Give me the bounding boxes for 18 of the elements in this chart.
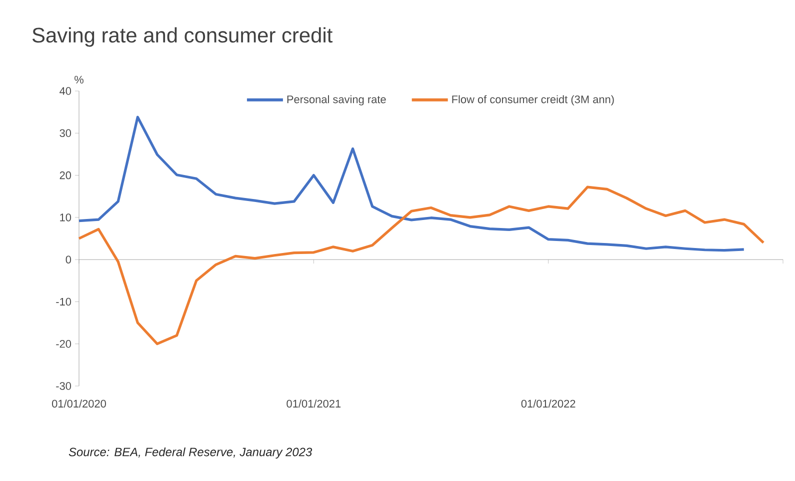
y-tick-label: 40 xyxy=(60,87,72,95)
x-tick-label: 01/01/2021 xyxy=(286,400,341,408)
source-note: Source: BEA, Federal Reserve, January 2023 xyxy=(68,447,312,459)
line-series xyxy=(78,116,746,252)
y-tick-label: 20 xyxy=(60,171,72,180)
legend-label: Flow of consumer creidt (3M ann) xyxy=(452,95,614,106)
y-tick-label: -10 xyxy=(56,298,72,306)
x-tick-label: 01/01/2020 xyxy=(52,400,106,408)
x-tick-label: 01/01/2022 xyxy=(521,400,576,408)
y-tick-label: -30 xyxy=(56,382,72,390)
y-tick-label: 0 xyxy=(66,256,72,264)
y-tick-label: 30 xyxy=(60,129,72,138)
y-axis-title: % xyxy=(74,76,84,84)
y-tick-label: 10 xyxy=(60,214,72,222)
y-tick-label: -20 xyxy=(56,340,72,348)
legend-label: Personal saving rate xyxy=(287,95,386,106)
line-series xyxy=(78,186,765,346)
chart-title: Saving rate and consumer credit xyxy=(32,27,333,47)
